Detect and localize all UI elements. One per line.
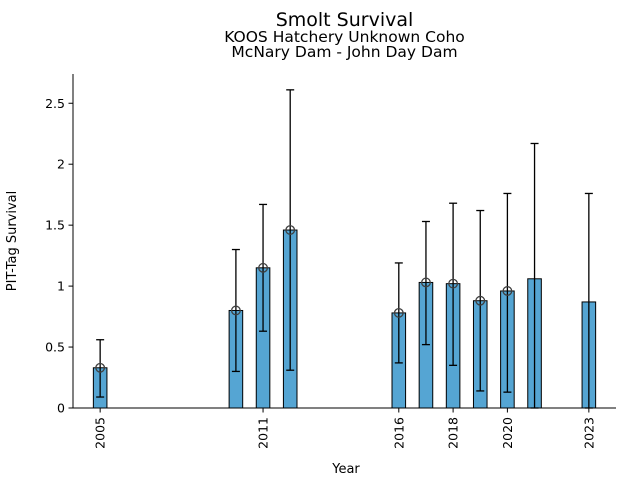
chart-title: Smolt Survival: [276, 9, 414, 31]
y-axis-label: PIT-Tag Survival: [5, 191, 20, 291]
y-tick-label-2.5: 2.5: [45, 96, 65, 111]
point-marker-2018: [448, 278, 459, 289]
x-tick-label-2005: 2005: [93, 417, 108, 449]
y-tick-label-2: 2: [57, 157, 65, 172]
point-marker-2019: [475, 295, 486, 306]
y-tick-label-0.5: 0.5: [45, 340, 65, 355]
point-marker-2017: [421, 277, 431, 288]
point-marker-2011: [258, 262, 269, 273]
x-tick-label-2023: 2023: [581, 417, 596, 449]
x-tick-label-2018: 2018: [446, 417, 461, 449]
y-tick-label-1.5: 1.5: [45, 218, 65, 233]
point-marker-2010: [230, 305, 241, 316]
plot-area: 0 0.5 1 1.5 2 2.5 2005 2011 2016 2018 2020 2023: [45, 74, 616, 449]
y-tick-label-1: 1: [57, 279, 65, 294]
x-tick-label-2011: 2011: [256, 417, 271, 449]
x-axis-label: Year: [331, 462, 360, 477]
y-tick-label-0: 0: [57, 401, 65, 416]
point-marker-2020: [502, 286, 513, 296]
point-marker-2012: [285, 225, 296, 235]
point-marker-2016: [393, 307, 404, 318]
chart-subtitle-line1: KOOS Hatchery Unknown Coho: [224, 28, 465, 46]
x-tick-label-2020: 2020: [500, 417, 515, 449]
x-tick-label-2016: 2016: [391, 417, 406, 449]
chart-subtitle-line2: McNary Dam - John Day Dam: [231, 43, 457, 61]
point-marker-2005: [95, 362, 106, 373]
